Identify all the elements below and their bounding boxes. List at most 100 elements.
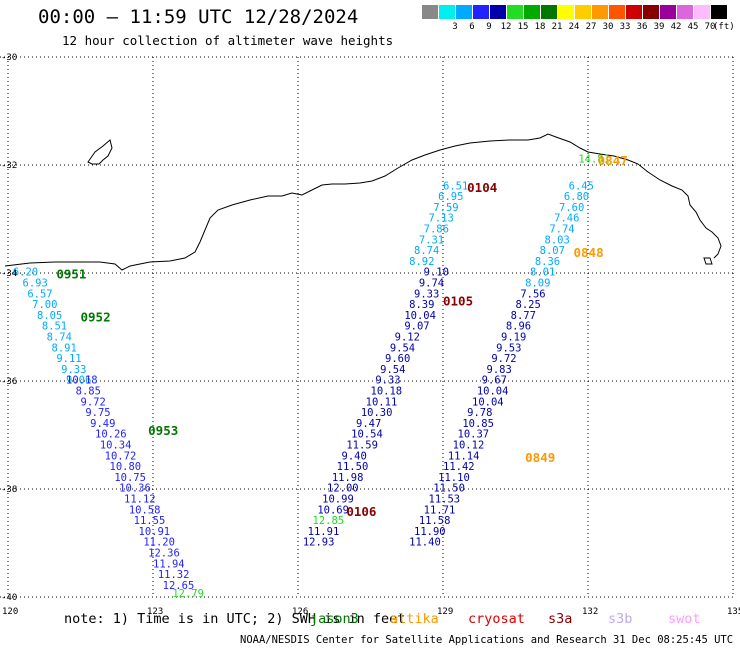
wave-height-value: 10.26 [95,429,127,441]
wave-height-value: 11.32 [158,569,190,581]
wave-height-value: 7.56 [520,288,545,300]
legend-bin-label: 42 [670,22,682,32]
wave-height-value: 14.81 [578,153,610,165]
wave-height-value: 10.34 [100,440,132,452]
wave-height-value: 12.65 [163,580,195,592]
legend-bin-label: 30 [602,22,614,32]
wave-height-value: 8.74 [47,332,72,344]
wave-height-value: 10.18 [371,386,403,398]
wave-height-value: 10.11 [366,396,398,408]
wave-height-value: 9.54 [380,364,405,376]
wave-height-value: 12.93 [303,537,335,549]
legend-swatch [660,5,676,19]
legend-swatch [626,5,642,19]
wave-height-value: 9.33 [375,375,400,387]
wave-height-value: 12.79 [172,588,204,600]
legend-swatch [609,5,625,19]
wave-height-value: 11.50 [337,461,369,473]
wave-height-value: 9.72 [81,396,106,408]
satellite-legend-entry: s3b [608,611,633,627]
satellite-legend-entry: swot [668,611,701,627]
wave-height-value: 8.74 [414,245,439,257]
wave-height-value: 12.85 [313,515,345,527]
wave-height-value: 6.80 [564,191,589,203]
wave-height-value: 11.14 [448,450,480,462]
wave-height-value: 8.03 [545,234,570,246]
wave-height-value: 11.40 [409,537,441,549]
wave-height-value: 6.95 [438,191,463,203]
wave-height-value: 11.55 [134,515,166,527]
australia-coastline [4,133,722,271]
wave-height-value: 9.54 [390,342,415,354]
legend-swatch [524,5,540,19]
legend-swatch [575,5,591,19]
wave-height-value: 11.90 [414,526,446,538]
wave-height-value: 9.75 [85,407,110,419]
wave-height-value: 10.91 [139,526,171,538]
legend-bin-label: 45 [687,22,699,32]
legend-bin-label: 33 [619,22,631,32]
wave-height-value: 8.25 [516,299,541,311]
lon-tick-label: 132 [582,607,598,617]
lon-tick-label: 135 [727,607,740,617]
wave-height-value: 10.37 [458,429,490,441]
legend-swatch [558,5,574,19]
legend-swatch [490,5,506,19]
legend-swatch [694,5,710,19]
pass-time-label: 0849 [525,450,555,465]
wave-height-value: 9.07 [404,321,429,333]
island-outline [87,139,113,165]
wave-height-value: 10.18 [66,375,98,387]
legend-bin-label: 3 [452,22,458,32]
wave-height-value: 10.36 [119,483,151,495]
legend-swatch [643,5,659,19]
legend-swatch [592,5,608,19]
wave-height-value: 9.49 [90,418,115,430]
wave-height-value: 7.86 [424,224,449,236]
wave-height-value: 7.31 [419,234,444,246]
wave-height-value: 10.72 [105,450,137,462]
wave-height-value: 9.10 [424,267,449,279]
legend-swatch [677,5,693,19]
wave-height-value: 11.50 [433,483,465,495]
lat-tick-label: -38 [1,485,17,495]
chart-subtitle: 12 hour collection of altimeter wave hei… [62,33,394,48]
wave-height-value: 9.11 [56,353,81,365]
wave-height-value: 9.33 [414,288,439,300]
lat-tick-label: -34 [1,269,17,279]
lat-tick-label: -32 [1,161,17,171]
wave-height-value: 8.91 [52,342,77,354]
legend-bin-label: 15 [517,22,529,32]
footer-note: note: 1) Time is in UTC; 2) SWH is in fe… [64,611,406,627]
pass-time-label: 0106 [346,504,376,519]
lat-tick-label: -36 [1,377,17,387]
pass-time-label: 0951 [56,266,86,281]
wave-height-value: 8.85 [76,386,101,398]
wave-height-value: 10.69 [317,504,349,516]
wave-height-value: 9.60 [385,353,410,365]
pass-time-label: 0847 [598,153,628,168]
legend-bin-label: 18 [534,22,546,32]
wave-height-value: 9.19 [501,332,526,344]
legend-bin-label: 21 [551,22,563,32]
legend-swatch [473,5,489,19]
wave-height-value: 9.72 [491,353,516,365]
lon-tick-label: 123 [147,607,163,617]
legend-swatch [541,5,557,19]
wave-height-value: 12.36 [148,548,180,560]
wave-height-value: 10.04 [404,310,436,322]
wave-height-value: 9.12 [395,332,420,344]
pass-time-label: 0848 [574,245,604,260]
legend-bin-label: 6 [469,22,475,32]
wave-height-value: 6.20 [13,267,38,279]
wave-height-value: 11.58 [419,515,451,527]
wave-height-value: 10.30 [361,407,393,419]
pass-time-label: 0952 [81,310,111,325]
wave-height-value: 11.94 [153,558,185,570]
wave-height-value: 9.53 [496,342,521,354]
satellite-legend-entry: jason3 [310,611,359,627]
wave-height-value: 10.04 [477,386,509,398]
wave-height-value: 8.77 [511,310,536,322]
island-outline [703,257,713,265]
